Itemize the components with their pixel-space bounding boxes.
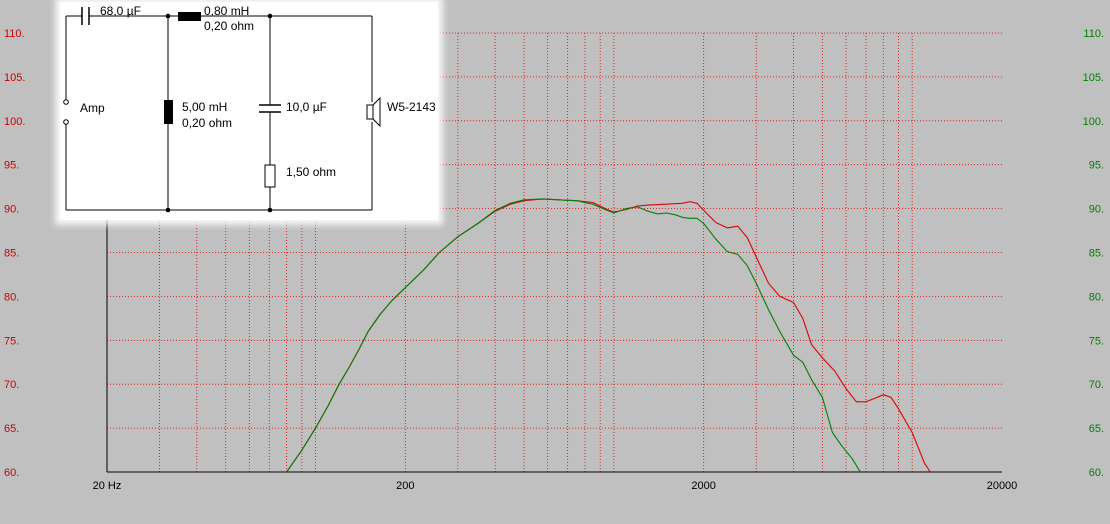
y-tick-label-right: 60.	[1089, 467, 1104, 479]
speaker-icon	[366, 96, 381, 128]
y-tick-label-left: 105.	[4, 72, 25, 84]
grid	[107, 32, 1002, 472]
series-line-2	[286, 198, 861, 473]
y-tick-label-right: 80.	[1089, 291, 1104, 303]
y-tick-label-left: 65.	[4, 423, 19, 435]
schematic-drawing	[63, 7, 381, 213]
y-tick-label-right: 110.	[1083, 28, 1104, 40]
inductor-l1-symbol	[178, 12, 201, 21]
y-tick-label-left: 80.	[4, 291, 19, 303]
l1-label-line2: 0,20 ohm	[204, 19, 255, 33]
c2-label: 10,0 µF	[286, 100, 327, 114]
l2-label-line2: 0,20 ohm	[182, 116, 233, 130]
y-tick-label-left: 100.	[4, 116, 25, 128]
y-tick-label-left: 75.	[4, 335, 19, 347]
y-tick-label-left: 70.	[4, 379, 19, 391]
l2-label-line1: 5,00 mH	[182, 100, 228, 114]
y-tick-label-left: 110.	[4, 28, 25, 40]
driver-label: W5-2143	[387, 100, 436, 114]
c1-label: 68,0 µF	[100, 4, 141, 18]
capacitor-c1-symbol	[81, 7, 90, 25]
capacitor-c2-symbol	[259, 104, 281, 113]
x-tick-label: 20000	[987, 480, 1018, 492]
r1-label: 1,50 ohm	[286, 165, 337, 179]
amp-terminal-icon	[63, 99, 69, 125]
y-tick-label-right: 100.	[1083, 116, 1104, 128]
y-tick-label-left: 95.	[4, 160, 19, 172]
y-tick-label-left: 60.	[4, 467, 19, 479]
tick-labels: 60. 65. 70. 75. 80. 85. 90. 95. 100. 105. 110. 60. 6…	[4, 28, 1104, 492]
junction-dots	[165, 13, 273, 213]
y-tick-label-right: 90.	[1089, 204, 1104, 216]
y-tick-label-right: 65.	[1089, 423, 1104, 435]
y-tick-label-right: 85.	[1089, 248, 1104, 260]
resistor-r1-symbol	[264, 164, 276, 188]
y-tick-label-left: 90.	[4, 204, 19, 216]
inductor-l2-symbol	[164, 100, 173, 124]
y-tick-label-right: 105.	[1083, 72, 1104, 84]
l1-label-line1: 0,80 mH	[204, 4, 250, 18]
x-tick-label: 200	[396, 480, 414, 492]
y-tick-label-right: 70.	[1089, 379, 1104, 391]
y-tick-label-right: 75.	[1089, 335, 1104, 347]
y-tick-label-right: 95.	[1089, 160, 1104, 172]
series-group	[286, 198, 931, 473]
x-tick-label: 20 Hz	[93, 480, 122, 492]
x-tick-label: 2000	[691, 480, 715, 492]
amp-label: Amp	[80, 101, 105, 115]
crossover-schematic: Amp 68,0 µF 0,80 mH 0,20 ohm 5,00 mH 0,2…	[60, 2, 438, 220]
y-tick-label-left: 85.	[4, 248, 19, 260]
